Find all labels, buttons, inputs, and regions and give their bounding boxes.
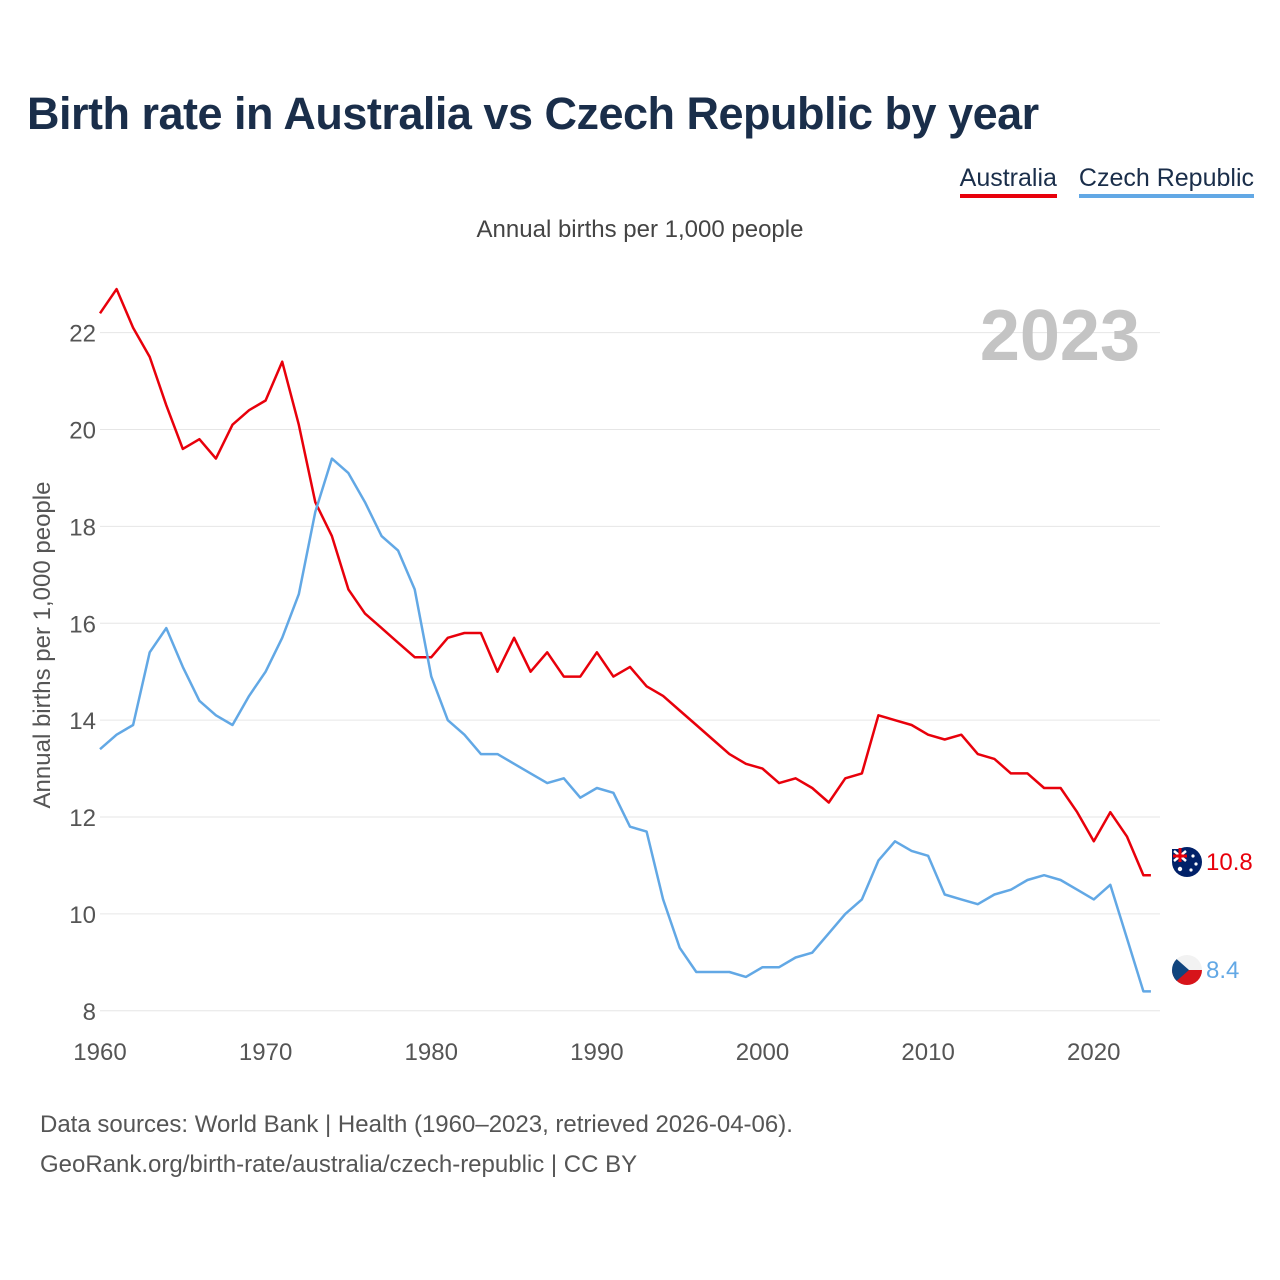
y-tick-label: 12 (69, 805, 96, 832)
chart-subtitle: Annual births per 1,000 people (476, 216, 804, 243)
y-tick-label: 16 (69, 611, 96, 638)
grid-lines (100, 332, 1160, 1012)
y-tick-label: 10 (69, 902, 96, 929)
legend: Australia Czech Republic (959, 164, 1254, 198)
source-line-2[interactable]: GeoRank.org/birth-rate/australia/czech-r… (40, 1151, 638, 1178)
x-tick-label: 2000 (736, 1039, 789, 1066)
legend-item-czech-republic[interactable]: Czech Republic (1078, 164, 1254, 198)
x-tick-label: 1980 (405, 1039, 458, 1066)
year-watermark: 2023 (980, 296, 1140, 376)
x-tick-label: 1990 (570, 1039, 623, 1066)
y-tick-labels: 8 10 12 14 16 18 20 22 (69, 321, 96, 1026)
series-line-czech-republic (99, 457, 1151, 993)
chart-title: Birth rate in Australia vs Czech Republi… (27, 88, 1039, 139)
australia-flag-icon (1172, 847, 1202, 877)
y-tick-label: 22 (69, 321, 96, 348)
legend-item-australia[interactable]: Australia (959, 164, 1057, 198)
y-tick-label: 14 (69, 708, 96, 735)
y-axis-label: Annual births per 1,000 people (29, 482, 56, 809)
data-source: Data sources: World Bank | Health (1960–… (40, 1105, 793, 1185)
y-tick-label: 18 (69, 514, 96, 541)
x-tick-label: 2010 (901, 1039, 954, 1066)
series-line-australia (98, 287, 1151, 877)
source-line-1: Data sources: World Bank | Health (1960–… (40, 1111, 793, 1138)
series-lines (98, 287, 1151, 993)
x-tick-label: 1960 (73, 1039, 126, 1066)
czech-flag-icon (1172, 955, 1202, 985)
x-tick-labels: 1960 1970 1980 1990 2000 2010 2020 (73, 1039, 1120, 1066)
x-tick-label: 2020 (1067, 1039, 1120, 1066)
australia-end-value: 10.8 (1206, 849, 1253, 876)
x-tick-label: 1970 (239, 1039, 292, 1066)
y-tick-label: 8 (83, 999, 96, 1026)
czech-end-value: 8.4 (1206, 957, 1239, 984)
y-tick-label: 20 (69, 418, 96, 445)
